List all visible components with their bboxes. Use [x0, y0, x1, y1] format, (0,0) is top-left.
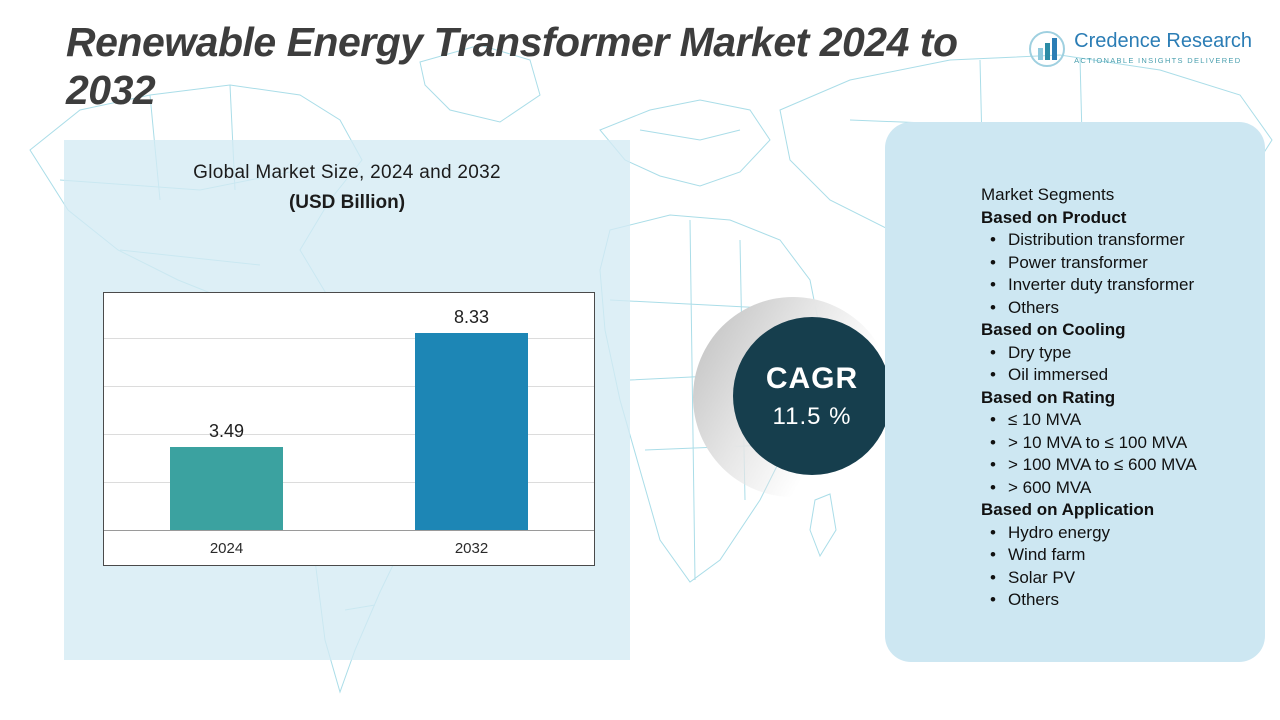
list-item: • Oil immersed	[981, 364, 1247, 387]
segment-item-label: > 100 MVA to ≤ 600 MVA	[1008, 455, 1197, 474]
segments-heading-product: Based on Product	[981, 207, 1127, 227]
segment-item-label: Power transformer	[1008, 252, 1148, 272]
bullet-icon: •	[990, 545, 996, 564]
bar-chart-x-axis: 2024 2032	[104, 531, 594, 565]
segment-item-label: Solar PV	[1008, 567, 1076, 587]
bar-group-2024: 3.49	[152, 293, 302, 530]
bullet-icon: •	[990, 410, 996, 429]
x-label-2024: 2024	[209, 539, 244, 557]
bullet-icon: •	[990, 567, 996, 587]
list-item: • Others	[981, 589, 1247, 612]
list-item: • Power transformer	[981, 252, 1247, 275]
list-item: • Wind farm	[981, 544, 1247, 567]
x-label-2032: 2032	[454, 539, 489, 557]
bullet-icon: •	[990, 432, 996, 452]
brand-logo: Credence Research Actionable Insights De…	[1028, 30, 1252, 68]
bullet-icon: •	[990, 275, 996, 294]
segments-heading-cooling: Based on Cooling	[981, 320, 1126, 339]
segment-item-label: Hydro energy	[1008, 522, 1111, 542]
chart-subtitle: (USD Billion)	[288, 192, 406, 213]
segment-item-label: > 600 MVA	[1008, 477, 1092, 497]
brand-text: Credence Research Actionable Insights De…	[1074, 30, 1252, 65]
bullet-icon: •	[990, 252, 996, 272]
list-item: • > 10 MVA to ≤ 100 MVA	[981, 432, 1247, 455]
chart-title: Global Market Size, 2024 and 2032	[193, 162, 501, 183]
credence-logo-icon	[1029, 31, 1066, 67]
segment-item-label: Distribution transformer	[1008, 230, 1185, 249]
list-item: • Solar PV	[981, 567, 1247, 590]
segments-list-rating: • ≤ 10 MVA • > 10 MVA to ≤ 100 MVA • > 100 …	[981, 409, 1247, 499]
bullet-icon: •	[990, 455, 996, 474]
segments-heading-rating: Based on Rating	[981, 387, 1116, 407]
list-item: • Dry type	[981, 342, 1247, 365]
bullet-icon: •	[990, 230, 996, 249]
segment-item-label: ≤ 10 MVA	[1008, 410, 1082, 429]
brand-tagline: Actionable Insights Delivered	[1074, 56, 1242, 65]
segments-list-cooling: • Dry type • Oil immersed	[981, 342, 1247, 387]
cagr-value: 11.5 %	[772, 402, 852, 430]
segments-heading-application: Based on Application	[981, 500, 1155, 519]
list-item: • > 100 MVA to ≤ 600 MVA	[981, 454, 1247, 477]
list-item: • Distribution transformer	[981, 229, 1247, 252]
bullet-icon: •	[990, 365, 996, 384]
list-item: • Others	[981, 297, 1247, 320]
bar-2032	[415, 332, 528, 530]
market-segments-panel: Market Segments Based on Product • Distri…	[885, 122, 1265, 662]
bullet-icon: •	[990, 342, 996, 362]
bullet-icon: •	[990, 297, 996, 317]
bullet-icon: •	[990, 477, 996, 497]
segment-item-label: Wind farm	[1008, 545, 1086, 564]
list-item: • > 600 MVA	[981, 477, 1247, 500]
segments-title: Market Segments	[981, 185, 1115, 204]
bar-chart-plot-area: 3.49 8.33	[104, 293, 594, 531]
segment-item-label: Others	[1008, 297, 1060, 317]
cagr-badge: CAGR 11.5 %	[693, 297, 913, 517]
bar-chart: 3.49 8.33 2024 2032	[103, 292, 595, 566]
list-item: • Inverter duty transformer	[981, 274, 1247, 297]
segment-item-label: Dry type	[1008, 342, 1072, 362]
cagr-circle: CAGR 11.5 %	[733, 317, 891, 475]
bullet-icon: •	[990, 590, 996, 609]
segment-item-label: Others	[1008, 590, 1060, 609]
bar-group-2032: 8.33	[397, 293, 547, 530]
market-size-panel: Global Market Size, 2024 and 2032 (USD B…	[64, 140, 630, 660]
cagr-label: CAGR	[765, 361, 859, 395]
bar-2024	[170, 447, 283, 530]
bullet-icon: •	[990, 522, 996, 542]
list-item: • Hydro energy	[981, 522, 1247, 545]
bar-value-2024: 3.49	[208, 421, 245, 442]
segments-list-application: • Hydro energy • Wind farm • Solar PV • Othe…	[981, 522, 1247, 612]
bar-value-2032: 8.33	[453, 306, 490, 327]
list-item: • ≤ 10 MVA	[981, 409, 1247, 432]
chart-heading: Global Market Size, 2024 and 2032 (USD B…	[64, 162, 630, 214]
segment-item-label: Inverter duty transformer	[1008, 275, 1195, 294]
segment-item-label: Oil immersed	[1008, 365, 1109, 384]
segments-list-product: • Distribution transformer • Power transfo…	[981, 229, 1247, 319]
page-title: Renewable Energy Transformer Market 2024…	[66, 19, 958, 114]
segment-item-label: > 10 MVA to ≤ 100 MVA	[1008, 432, 1188, 452]
brand-name: Credence Research	[1074, 30, 1252, 52]
